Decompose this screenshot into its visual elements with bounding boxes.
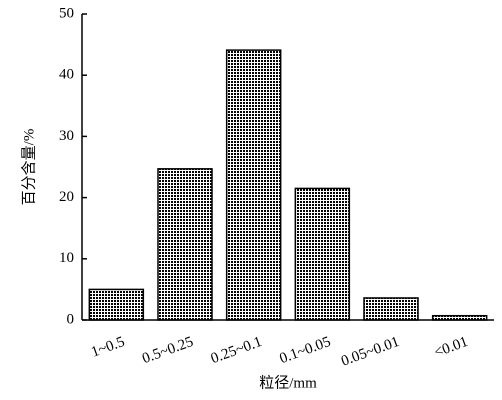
y-tick-label: 10 [59, 250, 74, 266]
y-tick-label: 40 [59, 67, 74, 83]
x-tick-label: 0.5~0.25 [140, 334, 195, 367]
x-axis-title: 粒径/mm [259, 374, 317, 391]
x-tick-label: 1~0.5 [89, 334, 127, 361]
x-tick-label: 0.25~0.1 [209, 334, 264, 367]
bar [225, 49, 282, 321]
y-tick-label: 50 [59, 5, 74, 21]
y-tick-label: 30 [59, 128, 74, 144]
bar [294, 187, 351, 321]
x-tick-label: 0.05~0.01 [339, 334, 401, 370]
y-tick-label: 0 [67, 311, 75, 327]
y-tick-label: 20 [59, 189, 74, 205]
x-tick-label: <0.01 [432, 334, 470, 361]
bar [88, 288, 145, 321]
bar [363, 297, 419, 321]
bar [157, 168, 213, 321]
y-axis-title: 百分含量/% [20, 129, 37, 206]
x-tick-label: 0.1~0.05 [277, 334, 332, 367]
